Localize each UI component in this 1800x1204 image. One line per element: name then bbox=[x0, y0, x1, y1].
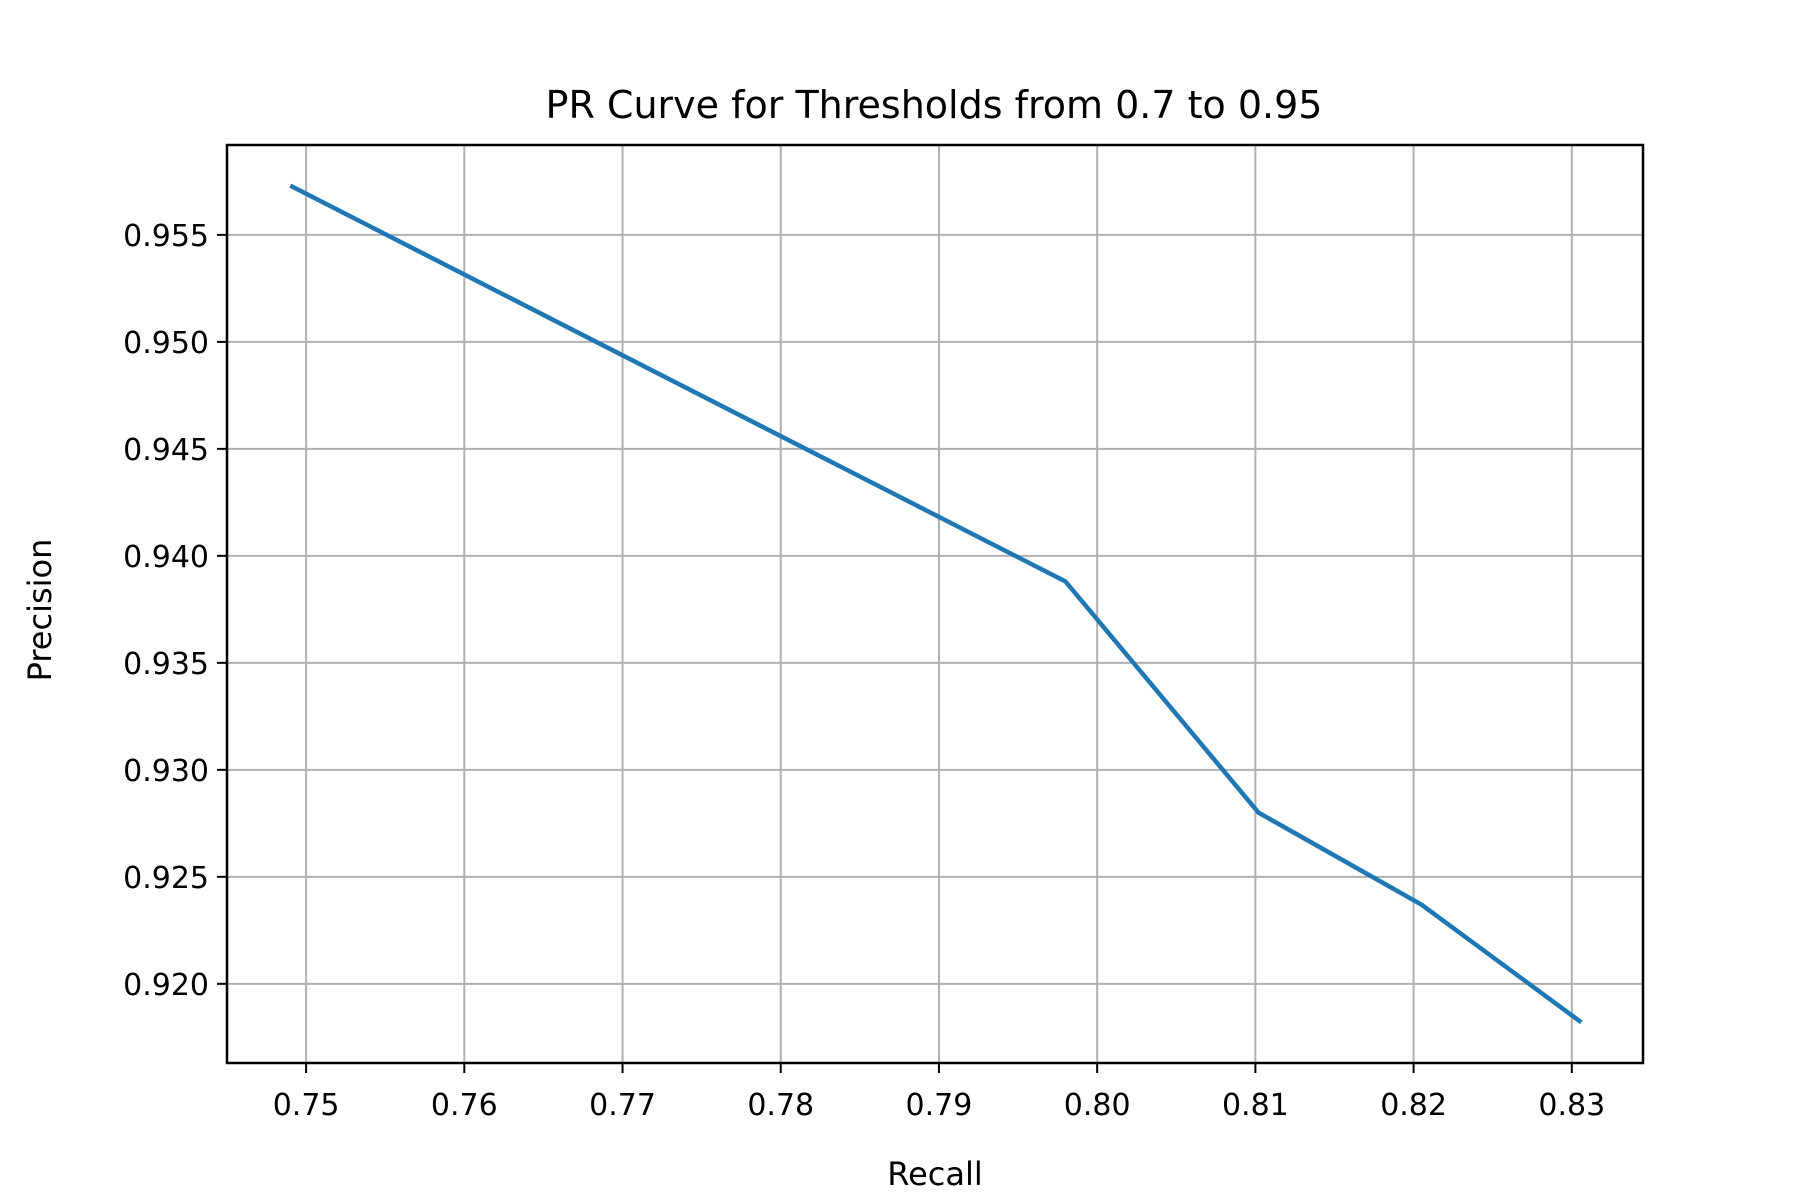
x-tick-label: 0.81 bbox=[1222, 1088, 1289, 1123]
y-tick-label: 0.930 bbox=[123, 754, 209, 789]
y-tick-label: 0.940 bbox=[123, 540, 209, 575]
x-axis-label: Recall bbox=[887, 1155, 982, 1193]
x-tick-label: 0.80 bbox=[1064, 1088, 1131, 1123]
x-tick-label: 0.77 bbox=[589, 1088, 656, 1123]
x-tick-label: 0.78 bbox=[747, 1088, 814, 1123]
x-tick-label: 0.75 bbox=[273, 1088, 340, 1123]
pr-curve-line bbox=[290, 186, 1581, 1023]
x-tick-label: 0.76 bbox=[431, 1088, 498, 1123]
x-tick-label: 0.79 bbox=[906, 1088, 973, 1123]
x-tick-label: 0.83 bbox=[1538, 1088, 1605, 1123]
grid-layer bbox=[227, 145, 1643, 1063]
x-axis-ticks: 0.75 0.76 0.77 0.78 0.79 0.80 0.81 0.82 0.83 bbox=[273, 1063, 1605, 1123]
y-tick-label: 0.950 bbox=[123, 326, 209, 361]
y-tick-label: 0.955 bbox=[123, 219, 209, 254]
plot-area-frame bbox=[227, 145, 1643, 1063]
chart-title: PR Curve for Thresholds from 0.7 to 0.95 bbox=[546, 83, 1323, 127]
y-axis-label: Precision bbox=[21, 539, 59, 682]
y-tick-label: 0.945 bbox=[123, 433, 209, 468]
y-tick-label: 0.920 bbox=[123, 968, 209, 1003]
y-axis-ticks: 0.920 0.925 0.930 0.935 0.940 0.945 0.950 0.955 bbox=[123, 219, 227, 1003]
x-tick-label: 0.82 bbox=[1380, 1088, 1447, 1123]
y-tick-label: 0.935 bbox=[123, 647, 209, 682]
y-tick-label: 0.925 bbox=[123, 861, 209, 896]
series-layer bbox=[290, 186, 1581, 1023]
